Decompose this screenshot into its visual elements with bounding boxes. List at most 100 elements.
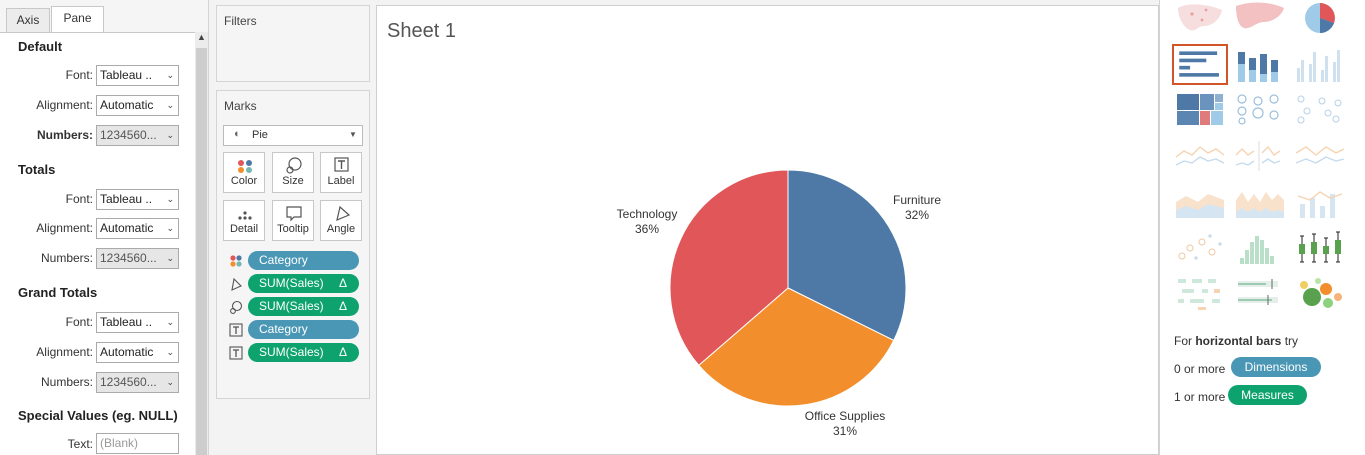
area-discrete-thumbnail[interactable] (1232, 182, 1288, 223)
detail-button[interactable]: Detail (223, 200, 265, 241)
default-font-dropdown[interactable]: Tableau .. ⌄ (96, 65, 179, 86)
dual-combination-thumbnail[interactable] (1292, 182, 1348, 223)
stacked-bars-thumbnail[interactable] (1232, 44, 1288, 85)
totals-font-value: Tableau .. (100, 192, 153, 206)
tooltip-button-label: Tooltip (277, 223, 309, 235)
section-default-title: Default (18, 39, 63, 54)
totals-numbers-dropdown[interactable]: 1234560... ⌄ (96, 248, 179, 269)
filters-title: Filters (224, 14, 257, 28)
pill-category-color[interactable]: Category (248, 251, 359, 270)
slice-category: Furniture (892, 193, 942, 207)
tooltip-button[interactable]: Tooltip (272, 200, 314, 241)
color-dots-icon (238, 160, 252, 173)
detail-button-label: Detail (229, 223, 259, 235)
grand-totals-numbers-value: 1234560... (100, 375, 157, 389)
totals-numbers-label: Numbers: (40, 251, 93, 265)
dual-lines-thumbnail[interactable] (1292, 135, 1348, 176)
tab-axis[interactable]: Axis (6, 8, 50, 32)
pie-label-furniture: Furniture 32% (872, 193, 962, 223)
pill-sum-sales-size[interactable]: SUM(Sales) Δ (248, 297, 359, 316)
totals-alignment-value: Automatic (100, 221, 154, 235)
circle-views-thumbnail[interactable] (1232, 89, 1288, 130)
default-alignment-dropdown[interactable]: Automatic ⌄ (96, 95, 179, 116)
slice-percent: 36% (634, 222, 660, 236)
chevron-down-icon: ⌄ (166, 194, 174, 204)
angle-icon (336, 205, 351, 222)
dimensions-pill: Dimensions (1231, 357, 1321, 377)
pill-sum-sales-angle[interactable]: SUM(Sales) Δ (248, 274, 359, 293)
chevron-down-icon: ⌄ (166, 377, 174, 387)
size-icon (230, 300, 243, 314)
histogram-thumbnail[interactable] (1232, 228, 1288, 269)
tooltip-icon (286, 206, 302, 222)
hint-suffix: try (1284, 334, 1299, 348)
grand-totals-alignment-dropdown[interactable]: Automatic ⌄ (96, 342, 179, 363)
delta-icon: Δ (338, 299, 347, 313)
slice-category: Technology (616, 207, 678, 221)
label-button-label: Label (327, 175, 355, 187)
size-button-label: Size (282, 175, 304, 187)
special-text-label: Text: (67, 437, 93, 451)
pie-label-technology: Technology 36% (602, 207, 692, 237)
pie-chart-thumbnail[interactable] (1292, 0, 1348, 38)
grand-totals-numbers-label: Numbers: (40, 375, 93, 389)
grand-totals-numbers-dropdown[interactable]: 1234560... ⌄ (96, 372, 179, 393)
grand-totals-font-dropdown[interactable]: Tableau .. ⌄ (96, 312, 179, 333)
caret-down-icon: ▼ (349, 130, 357, 139)
tab-pane[interactable]: Pane (51, 6, 104, 33)
dimension-requirement-text: 0 or more (1174, 362, 1226, 376)
lines-discrete-thumbnail[interactable] (1232, 135, 1288, 176)
pie-label-office-supplies: Office Supplies 31% (787, 409, 903, 439)
slice-percent: 31% (832, 424, 858, 438)
pie-chart (669, 169, 907, 407)
packed-bubbles-thumbnail[interactable] (1292, 273, 1348, 314)
chevron-down-icon: ⌄ (166, 253, 174, 263)
side-by-side-bars-thumbnail[interactable] (1292, 44, 1348, 85)
area-continuous-thumbnail[interactable] (1172, 182, 1228, 223)
color-dots-icon (230, 255, 242, 267)
delta-icon: Δ (338, 276, 347, 290)
pie-slice-furniture[interactable] (787, 169, 907, 342)
totals-font-dropdown[interactable]: Tableau .. ⌄ (96, 189, 179, 210)
color-button-label: Color (230, 175, 258, 187)
default-font-value: Tableau .. (100, 68, 153, 82)
treemap-thumbnail[interactable] (1172, 89, 1228, 130)
chevron-down-icon: ⌄ (166, 223, 174, 233)
label-icon (229, 323, 243, 337)
chevron-down-icon: ⌄ (166, 130, 174, 140)
size-button[interactable]: Size (272, 152, 314, 193)
default-numbers-dropdown[interactable]: 1234560... ⌄ (96, 125, 179, 146)
measure-requirement-text: 1 or more (1174, 390, 1226, 404)
label-button[interactable]: Label (320, 152, 362, 193)
scatter-plot-thumbnail[interactable] (1172, 228, 1228, 269)
lines-continuous-thumbnail[interactable] (1172, 135, 1228, 176)
scrollbar-thumb[interactable] (196, 48, 207, 455)
angle-button[interactable]: Angle (320, 200, 362, 241)
angle-button-label: Angle (326, 223, 356, 235)
pie-slice-office-supplies[interactable] (698, 287, 895, 407)
grand-totals-font-label: Font: (65, 315, 93, 329)
bullet-graph-thumbnail[interactable] (1232, 273, 1288, 314)
color-button[interactable]: Color (223, 152, 265, 193)
size-icon (286, 157, 302, 174)
horizontal-bars-thumbnail[interactable] (1172, 44, 1228, 85)
filled-map-thumbnail[interactable] (1232, 0, 1288, 38)
chevron-down-icon: ⌄ (166, 317, 174, 327)
filters-shelf[interactable]: Filters (216, 5, 370, 82)
pill-sum-sales-label[interactable]: SUM(Sales) Δ (248, 343, 359, 362)
totals-alignment-dropdown[interactable]: Automatic ⌄ (96, 218, 179, 239)
measures-pill: Measures (1228, 385, 1307, 405)
side-by-side-circles-thumbnail[interactable] (1292, 89, 1348, 130)
symbol-map-thumbnail[interactable] (1172, 0, 1228, 38)
mark-type-dropdown[interactable]: Pie (223, 125, 363, 146)
box-whisker-thumbnail[interactable] (1292, 228, 1348, 269)
hint-prefix: For (1174, 334, 1192, 348)
section-special-values-title: Special Values (eg. NULL) (18, 408, 178, 423)
grand-totals-alignment-value: Automatic (100, 345, 154, 359)
pill-category-label[interactable]: Category (248, 320, 359, 339)
scroll-up-icon[interactable]: ▲ (197, 32, 206, 42)
special-text-input[interactable]: (Blank) (96, 433, 179, 454)
pie-mark-icon: ◐ (234, 128, 241, 140)
gantt-thumbnail[interactable] (1172, 273, 1228, 314)
pie-slice-technology[interactable] (669, 169, 789, 366)
